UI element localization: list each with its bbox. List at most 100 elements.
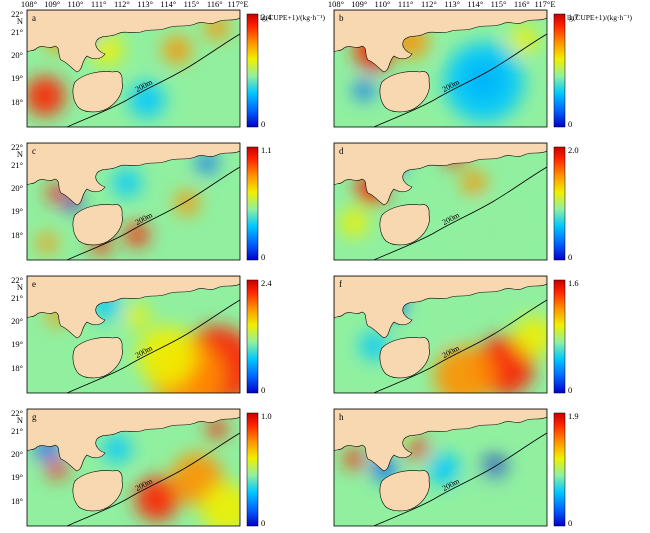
longitude-tick-label: 115° [184,0,200,9]
longitude-tick-label: 108° [328,0,344,9]
isobath-200m [373,432,547,526]
map-panel-a: 200ma22°N21°20°19°18°2.40lg(CUPE+1)/(kg·… [11,9,325,129]
longitude-tick-label: 116° [514,0,530,9]
colorbar-max-label: 1.9 [568,411,579,421]
latitude-tick-label: 22° [11,142,23,152]
latitude-tick-label: 19° [11,339,23,349]
colorbar-max-label: 1.1 [261,145,272,155]
hainan-island [379,337,430,379]
longitude-tick-label: 117°E [227,0,248,9]
panel-frame [26,9,241,128]
panel-letter: a [32,13,36,23]
latitude-tick-label: 20° [11,316,23,326]
hainan-island [379,470,430,512]
colorbar-min-label: 0 [568,252,572,262]
panel-frame [26,142,241,261]
panel-frame [26,275,241,394]
longitude-tick-label: 112° [421,0,437,9]
longitude-axis: 108° 109° 110° 111° 112° 113° 114° 115° 116° 117°… [21,0,556,9]
latitude-tick-label: 21° [11,293,23,303]
colorbar: 1.90 [553,411,579,528]
longitude-tick-label: 111° [398,0,414,9]
latitude-tick-label: 19° [11,206,23,216]
mainland-coast [334,276,547,339]
mainland-coast [334,143,547,206]
latitude-tick-label: 18° [11,230,23,240]
hainan-island [72,71,123,113]
colorbar-min-label: 0 [261,252,265,262]
mainland-coast [334,10,547,73]
panel-letter: g [32,412,37,422]
isobath-200m [66,299,240,393]
colorbar-min-label: 0 [568,119,572,129]
isobath-200m [373,166,547,260]
panel-letter: c [32,146,36,156]
colorbar-max-label: 2.4 [261,278,272,288]
latitude-tick-label: N [17,415,23,425]
colorbar: 1.7 0 lg(CUPE+1)/(kg·h⁻¹) [553,12,633,129]
isobath-200m [66,33,240,127]
longitude-tick-label: 113° [444,0,460,9]
colorbar-title: lg(CUPE+1)/(kg·h⁻¹) [260,13,326,22]
colorbar: 2.00 [553,145,579,262]
panel-frame [333,9,548,128]
latitude-tick-label: 21° [11,27,23,37]
panel-letter: h [339,412,344,422]
isobath-200m [66,166,240,260]
density-field [27,276,240,393]
latitude-tick-label: 18° [11,363,23,373]
latitude-tick-label: 22° [11,9,23,19]
longitude-tick-label: 112° [114,0,130,9]
mainland-coast [27,143,240,206]
colorbar: 1.60 [553,278,579,395]
density-field [27,409,240,526]
latitude-tick-label: N [17,16,23,26]
colorbar: 1.00 [246,411,272,528]
mainland-coast [27,10,240,73]
isobath-200m [373,299,547,393]
latitude-tick-label: 18° [11,97,23,107]
latitude-tick-label: 19° [11,472,23,482]
panel-letter: b [339,13,344,23]
panel-letter: e [32,279,36,289]
density-field [27,143,240,260]
panel-letter: d [339,146,344,156]
colorbar-min-label: 0 [261,518,265,528]
latitude-tick-label: 20° [11,183,23,193]
colorbar-min-label: 0 [568,518,572,528]
latitude-tick-label: 22° [11,408,23,418]
latitude-tick-label: 21° [11,426,23,436]
panel-frame [333,408,548,527]
mainland-coast [334,409,547,472]
longitude-tick-label: 109° [351,0,367,9]
colorbar-max-label: 1.6 [568,278,579,288]
colorbar-max-label: 1.7 [568,12,579,22]
hainan-island [379,204,430,246]
panel-frame [333,275,548,394]
longitude-tick-label: 114° [160,0,176,9]
density-field [334,143,547,260]
colorbar: 2.4 0 lg(CUPE+1)/(kg·h⁻¹) [246,12,326,129]
panel-letter: f [339,279,342,289]
latitude-tick-label: N [17,282,23,292]
hainan-island [379,71,430,113]
hainan-island [72,204,123,246]
isobath-200m [373,33,547,127]
latitude-tick-label: 18° [11,496,23,506]
hainan-island [72,337,123,379]
hainan-island [72,470,123,512]
longitude-tick-label: 113° [137,0,153,9]
mainland-coast [27,276,240,339]
mainland-coast [27,409,240,472]
longitude-tick-label: 117°E [534,0,555,9]
colorbar: 1.10 [246,145,272,262]
colorbar: 2.40 [246,278,272,395]
longitude-tick-label: 114° [467,0,483,9]
